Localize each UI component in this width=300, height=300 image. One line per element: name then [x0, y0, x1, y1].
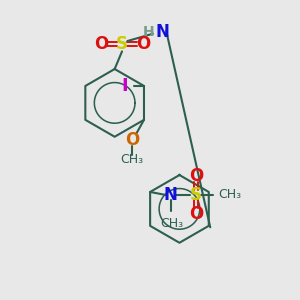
Text: S: S	[116, 35, 128, 53]
Text: CH₃: CH₃	[218, 188, 241, 201]
Text: O: O	[189, 167, 203, 185]
Text: O: O	[136, 35, 150, 53]
Text: CH₃: CH₃	[121, 153, 144, 166]
Text: O: O	[189, 205, 203, 223]
Text: S: S	[190, 186, 202, 204]
Text: I: I	[122, 77, 128, 95]
Text: H: H	[143, 25, 154, 39]
Text: N: N	[164, 186, 178, 204]
Text: N: N	[156, 23, 170, 41]
Text: O: O	[125, 131, 139, 149]
Text: CH₃: CH₃	[160, 217, 184, 230]
Text: O: O	[94, 35, 108, 53]
